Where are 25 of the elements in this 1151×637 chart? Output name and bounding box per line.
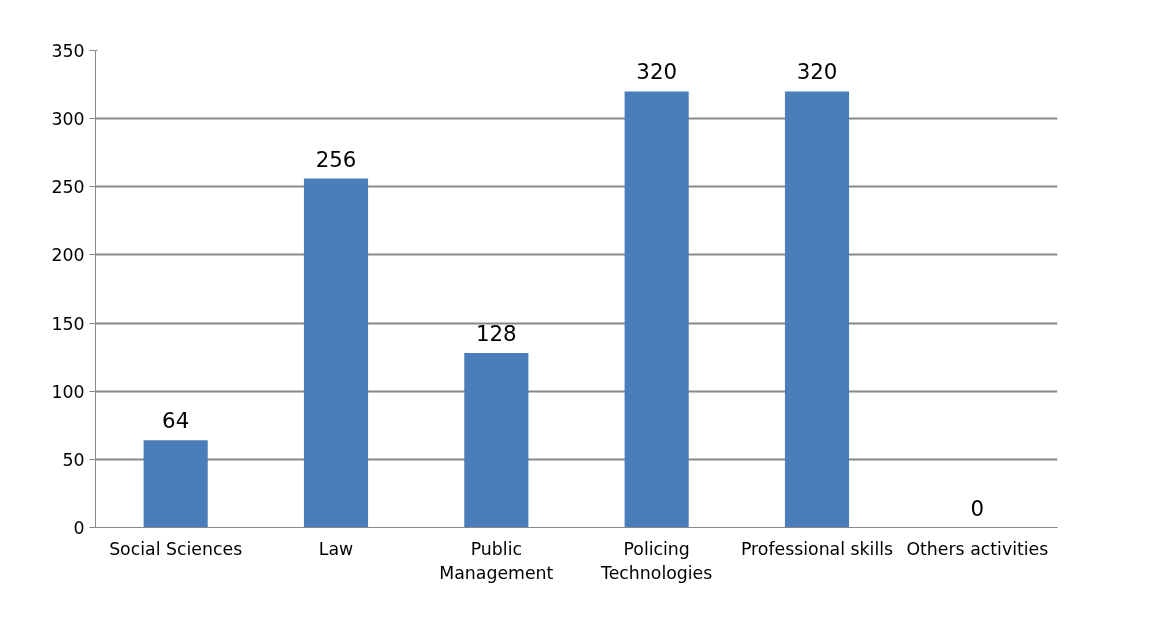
data-label: 128 <box>475 321 517 347</box>
y-tick-label: 150 <box>51 313 85 334</box>
bar <box>784 91 850 528</box>
x-tick-label: Professional skills <box>740 538 894 559</box>
data-label: 256 <box>315 146 357 172</box>
data-label: 320 <box>796 59 838 85</box>
data-label: 0 <box>970 495 985 521</box>
data-label: 64 <box>162 408 190 434</box>
y-tick-label: 200 <box>51 245 85 266</box>
y-tick-label: 350 <box>51 41 85 61</box>
y-tick-label: 250 <box>51 177 85 198</box>
bar <box>143 440 208 528</box>
bar <box>303 178 369 528</box>
x-tick-label: Public Management <box>439 538 554 583</box>
x-tick-label: Others activities <box>906 538 1049 559</box>
y-tick-label: 300 <box>51 109 85 130</box>
y-tick-label: 100 <box>51 381 85 402</box>
y-tick-label: 50 <box>62 449 85 470</box>
x-tick-label: Social Sciences <box>109 538 243 559</box>
x-tick-label: Law <box>318 538 354 559</box>
bar <box>464 353 529 528</box>
bar <box>624 91 689 528</box>
data-label: 320 <box>636 59 678 85</box>
y-tick-label: 0 <box>73 518 85 538</box>
x-tick-label: Policing Technologies <box>600 538 713 583</box>
